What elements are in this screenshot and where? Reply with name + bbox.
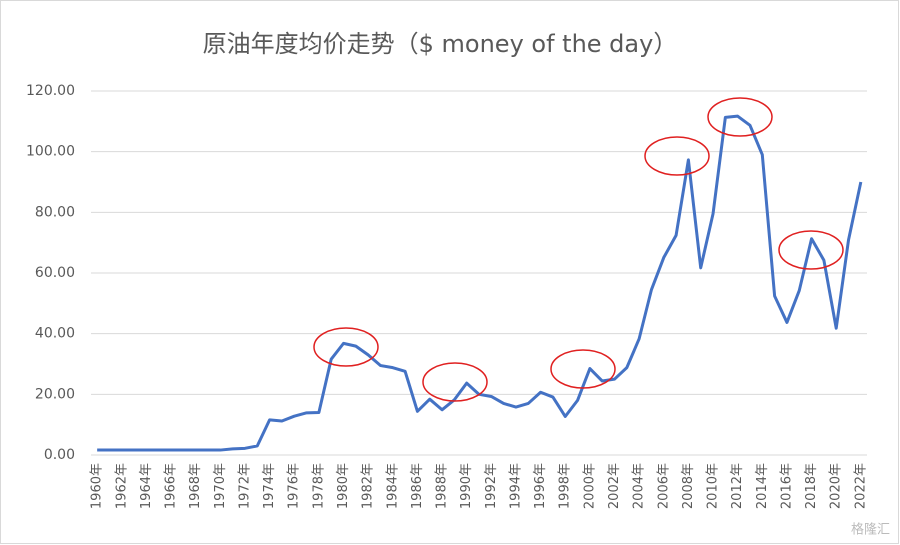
x-tick-label: 1994年	[508, 463, 523, 509]
x-tick-label: 1986年	[410, 463, 425, 509]
y-tick-label: 20.00	[35, 386, 75, 402]
x-tick-label: 1960年	[90, 463, 105, 509]
x-tick-label: 2012年	[730, 463, 745, 509]
x-tick-label: 1970年	[213, 463, 228, 509]
x-tick-label: 2014年	[755, 463, 770, 509]
x-tick-label: 1980年	[336, 463, 351, 509]
x-tick-label: 2010年	[706, 463, 721, 509]
highlight-ellipse	[707, 97, 773, 137]
y-tick-label: 100.00	[26, 144, 75, 160]
highlight-ellipse	[422, 362, 488, 402]
x-tick-label: 2002年	[607, 463, 622, 509]
y-tick-label: 120.00	[26, 83, 75, 99]
x-tick-label: 1984年	[385, 463, 400, 509]
highlight-ellipse	[778, 230, 844, 270]
x-tick-label: 1992年	[484, 463, 499, 509]
x-tick-label: 2000年	[582, 463, 597, 509]
x-tick-label: 2008年	[681, 463, 696, 509]
chart-title: 原油年度均价走势（$ money of the day）	[203, 30, 678, 58]
x-tick-label: 1962年	[114, 463, 129, 509]
x-tick-label: 2004年	[632, 463, 647, 509]
y-tick-label: 40.00	[35, 326, 75, 342]
x-tick-label: 1996年	[533, 463, 548, 509]
y-tick-label: 80.00	[35, 204, 75, 220]
x-tick-label: 1978年	[311, 463, 326, 509]
watermark: 格隆汇	[851, 522, 890, 538]
highlight-ellipse	[644, 136, 710, 176]
highlight-ellipse	[550, 349, 616, 389]
x-tick-label: 1966年	[164, 463, 179, 509]
x-tick-label: 1976年	[287, 463, 302, 509]
x-tick-label: 1968年	[188, 463, 203, 509]
x-tick-label: 2006年	[656, 463, 671, 509]
y-tick-label: 0.00	[44, 447, 75, 463]
x-tick-label: 2018年	[804, 463, 819, 509]
x-tick-label: 1998年	[558, 463, 573, 509]
x-tick-label: 1988年	[435, 463, 450, 509]
annotations	[313, 97, 844, 402]
x-tick-label: 2020年	[829, 463, 844, 509]
x-tick-label: 2016年	[779, 463, 794, 509]
highlight-ellipse	[313, 327, 379, 367]
y-tick-label: 60.00	[35, 265, 75, 281]
x-tick-label: 1974年	[262, 463, 277, 509]
x-tick-label: 1964年	[139, 463, 154, 509]
x-tick-label: 1990年	[459, 463, 474, 509]
x-tick-label: 1982年	[361, 463, 376, 509]
x-tick-label: 2022年	[853, 463, 868, 509]
x-tick-label: 1972年	[237, 463, 252, 509]
